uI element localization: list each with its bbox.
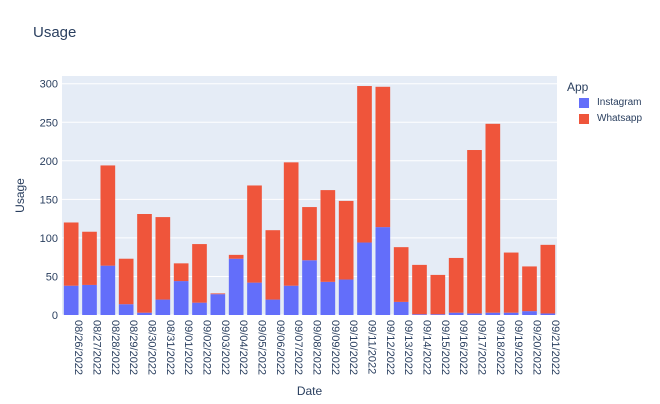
bar-whatsapp bbox=[118, 258, 134, 305]
x-tick-label: 08/26/2022 bbox=[72, 320, 84, 375]
bar-whatsapp bbox=[228, 254, 244, 259]
x-tick-label: 08/28/2022 bbox=[109, 320, 121, 375]
bar-whatsapp bbox=[283, 162, 299, 286]
x-tick-label: 09/21/2022 bbox=[549, 320, 561, 375]
x-tick-label: 09/08/2022 bbox=[311, 320, 323, 375]
bar-whatsapp bbox=[155, 217, 171, 300]
bar-whatsapp bbox=[448, 257, 464, 313]
bar-whatsapp bbox=[265, 230, 281, 300]
bar-instagram bbox=[338, 279, 354, 315]
bar-instagram bbox=[210, 294, 226, 315]
bar-whatsapp bbox=[82, 231, 97, 285]
bar-instagram bbox=[137, 312, 152, 315]
bar-instagram bbox=[485, 312, 501, 315]
bar-instagram bbox=[522, 311, 537, 315]
bar-instagram bbox=[412, 314, 427, 315]
y-tick-label: 50 bbox=[46, 271, 58, 283]
bar-whatsapp bbox=[338, 200, 354, 280]
bar-instagram bbox=[448, 312, 464, 315]
x-tick-label: 09/11/2022 bbox=[366, 320, 378, 374]
bar-whatsapp bbox=[100, 165, 116, 266]
bar-whatsapp bbox=[503, 252, 519, 313]
bar-instagram bbox=[118, 304, 134, 315]
bar-instagram bbox=[540, 313, 556, 315]
x-tick-label: 09/10/2022 bbox=[347, 320, 359, 375]
x-tick-label: 09/03/2022 bbox=[219, 320, 231, 375]
bar-whatsapp bbox=[192, 244, 207, 303]
x-tick-label: 09/09/2022 bbox=[329, 320, 341, 375]
x-tick-label: 09/13/2022 bbox=[402, 320, 414, 375]
legend-swatch-whatsapp bbox=[579, 114, 589, 124]
x-tick-label: 09/01/2022 bbox=[182, 320, 194, 375]
bar-whatsapp bbox=[137, 214, 152, 313]
x-tick-label: 09/17/2022 bbox=[476, 320, 488, 375]
y-tick-label: 0 bbox=[52, 310, 58, 322]
bar-whatsapp bbox=[357, 86, 372, 243]
x-tick-label: 09/04/2022 bbox=[237, 320, 249, 375]
y-axis-title: Usage bbox=[13, 178, 27, 213]
x-tick-label: 09/16/2022 bbox=[457, 320, 469, 375]
bar-whatsapp bbox=[393, 247, 409, 302]
bar-whatsapp bbox=[485, 123, 501, 313]
x-tick-label: 09/19/2022 bbox=[512, 320, 524, 375]
bar-instagram bbox=[265, 299, 281, 315]
bar-whatsapp bbox=[320, 190, 336, 282]
bar-instagram bbox=[467, 313, 482, 315]
bar-whatsapp bbox=[63, 222, 79, 286]
bar-instagram bbox=[393, 301, 409, 315]
x-tick-label: 09/02/2022 bbox=[201, 320, 213, 375]
y-tick-label: 300 bbox=[40, 79, 58, 91]
x-tick-label: 09/07/2022 bbox=[292, 320, 304, 375]
bar-instagram bbox=[63, 285, 79, 315]
x-tick-label: 08/29/2022 bbox=[127, 320, 139, 375]
legend-label-instagram: Instagram bbox=[597, 97, 642, 108]
y-tick-label: 250 bbox=[40, 117, 58, 129]
legend-label-whatsapp: Whatsapp bbox=[597, 113, 643, 124]
x-tick-label: 09/15/2022 bbox=[439, 320, 451, 375]
bar-whatsapp bbox=[412, 264, 427, 315]
legend-title: App bbox=[567, 80, 589, 94]
bar-whatsapp bbox=[173, 263, 189, 282]
bar-whatsapp bbox=[210, 293, 226, 295]
bar-instagram bbox=[320, 281, 336, 315]
bar-whatsapp bbox=[375, 86, 391, 228]
x-axis-title: Date bbox=[297, 384, 323, 398]
bar-instagram bbox=[173, 281, 189, 315]
bar-instagram bbox=[430, 314, 446, 315]
y-tick-label: 150 bbox=[40, 194, 58, 206]
bar-whatsapp bbox=[540, 244, 556, 314]
bar-instagram bbox=[82, 284, 97, 315]
x-tick-label: 08/30/2022 bbox=[146, 320, 158, 375]
y-tick-label: 100 bbox=[40, 233, 58, 245]
x-tick-label: 09/18/2022 bbox=[494, 320, 506, 375]
x-tick-label: 09/05/2022 bbox=[256, 320, 268, 375]
bar-whatsapp bbox=[302, 207, 317, 261]
x-tick-label: 09/12/2022 bbox=[384, 320, 396, 375]
x-tick-label: 09/14/2022 bbox=[421, 320, 433, 375]
bar-instagram bbox=[155, 299, 171, 315]
bar-instagram bbox=[228, 258, 244, 315]
x-tick-label: 08/31/2022 bbox=[164, 320, 176, 375]
bar-instagram bbox=[357, 242, 372, 315]
bar-instagram bbox=[503, 312, 519, 315]
x-tick-label: 08/27/2022 bbox=[91, 320, 103, 375]
x-tick-label: 09/20/2022 bbox=[531, 320, 543, 375]
bar-instagram bbox=[247, 282, 262, 315]
bar-instagram bbox=[302, 260, 317, 315]
bar-whatsapp bbox=[467, 150, 482, 314]
bar-instagram bbox=[375, 227, 391, 315]
y-tick-label: 200 bbox=[40, 156, 58, 168]
bar-whatsapp bbox=[247, 185, 262, 283]
bar-instagram bbox=[283, 285, 299, 315]
legend-swatch-instagram bbox=[579, 98, 589, 108]
chart-title: Usage bbox=[33, 24, 77, 41]
x-tick-label: 09/06/2022 bbox=[274, 320, 286, 375]
bar-whatsapp bbox=[430, 274, 446, 315]
bar-instagram bbox=[192, 302, 207, 315]
bar-whatsapp bbox=[522, 266, 537, 312]
bar-instagram bbox=[100, 265, 116, 315]
